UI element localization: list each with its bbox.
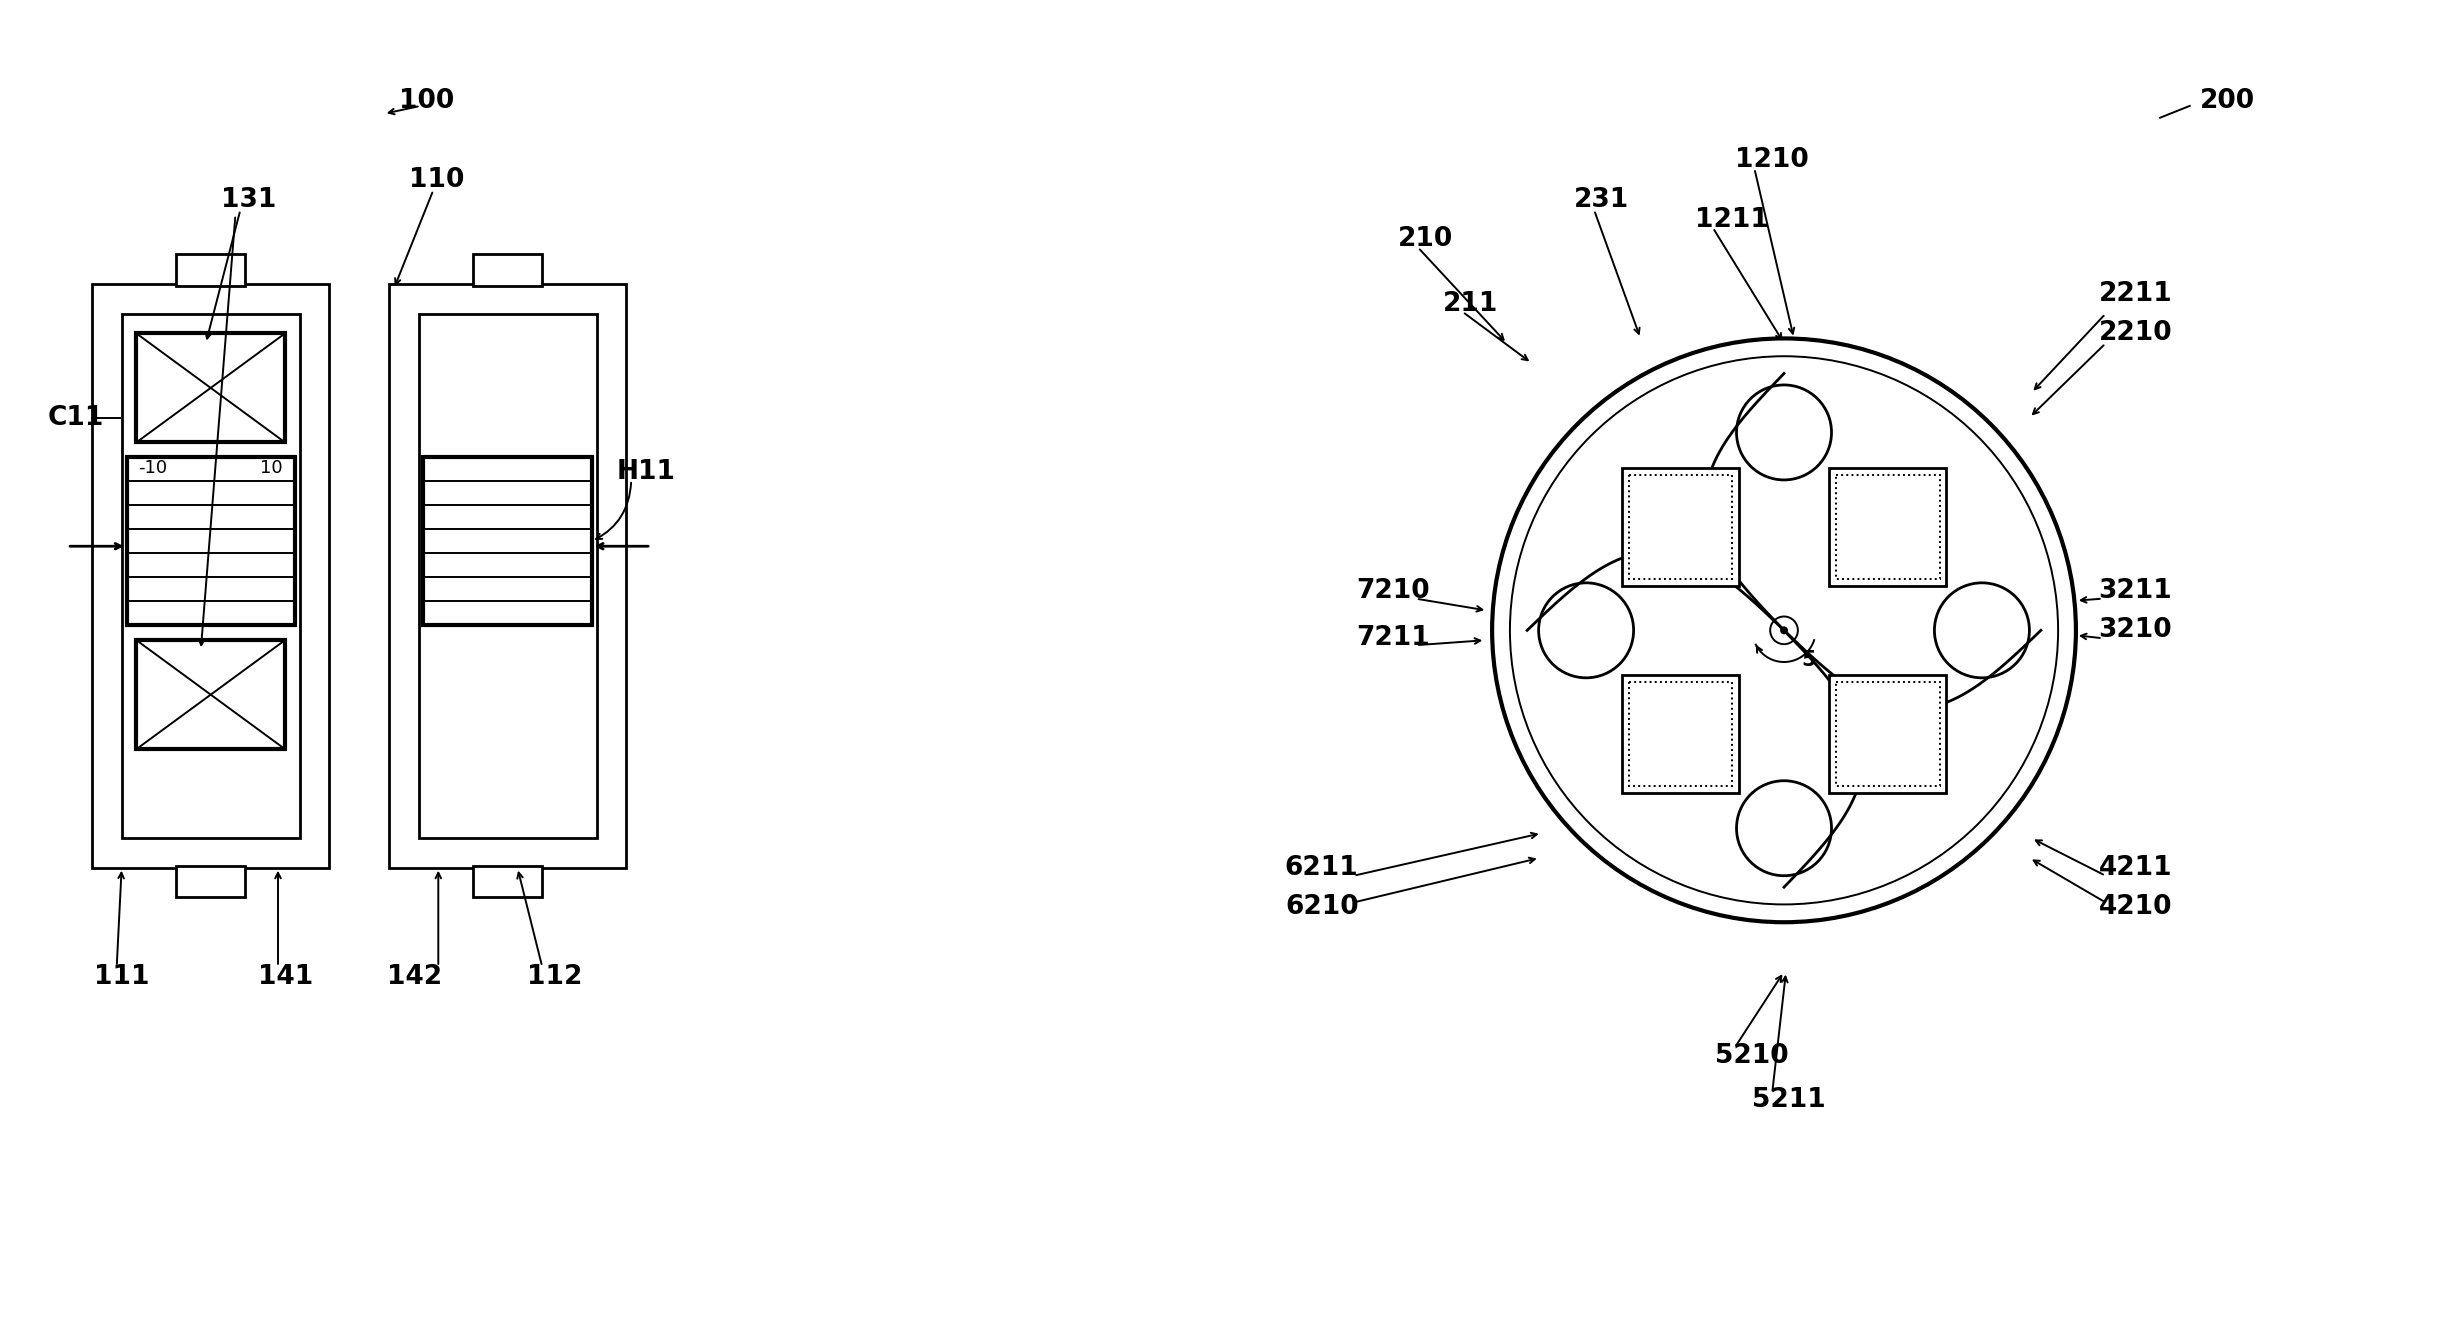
Text: 3210: 3210 xyxy=(2098,618,2172,643)
Bar xyxy=(1835,475,1940,578)
Text: 4210: 4210 xyxy=(2098,894,2172,921)
Text: 2211: 2211 xyxy=(2098,280,2172,307)
Bar xyxy=(137,333,285,442)
Bar xyxy=(1627,475,1732,578)
Bar xyxy=(176,254,246,286)
Text: 110: 110 xyxy=(407,167,464,193)
Text: 6210: 6210 xyxy=(1286,894,1359,921)
Text: 100: 100 xyxy=(398,87,454,114)
Text: 5: 5 xyxy=(1801,650,1815,669)
Text: 141: 141 xyxy=(259,963,312,990)
Bar xyxy=(93,284,329,868)
Bar xyxy=(1623,675,1740,792)
Text: 112: 112 xyxy=(527,963,583,990)
Text: 3211: 3211 xyxy=(2098,578,2172,603)
Bar xyxy=(473,865,542,897)
Bar xyxy=(122,314,300,839)
Text: C11: C11 xyxy=(46,405,105,430)
Bar xyxy=(127,458,295,626)
Bar xyxy=(1623,468,1740,586)
Text: 142: 142 xyxy=(388,963,442,990)
Bar xyxy=(1828,675,1947,792)
Text: 1211: 1211 xyxy=(1696,206,1769,233)
Text: 5210: 5210 xyxy=(1715,1043,1789,1069)
Text: -10: -10 xyxy=(139,459,168,478)
Text: 7211: 7211 xyxy=(1357,626,1430,651)
Bar xyxy=(473,254,542,286)
Text: 2210: 2210 xyxy=(2098,320,2172,347)
Text: 131: 131 xyxy=(220,187,276,213)
Bar xyxy=(137,640,285,749)
Bar xyxy=(176,865,246,897)
Text: 111: 111 xyxy=(95,963,149,990)
Text: 211: 211 xyxy=(1442,291,1498,316)
Text: 10: 10 xyxy=(261,459,283,478)
Bar xyxy=(388,284,627,868)
Text: 231: 231 xyxy=(1574,187,1630,213)
Bar xyxy=(1828,468,1947,586)
Bar xyxy=(420,314,598,839)
Bar xyxy=(1627,681,1732,786)
Text: 210: 210 xyxy=(1398,226,1454,253)
Bar xyxy=(425,458,590,626)
Text: 200: 200 xyxy=(2198,87,2255,114)
Text: 7210: 7210 xyxy=(1357,578,1430,603)
Bar xyxy=(1835,681,1940,786)
Text: H11: H11 xyxy=(617,459,676,486)
Text: 1210: 1210 xyxy=(1735,147,1808,173)
Text: 6211: 6211 xyxy=(1286,855,1359,881)
Text: 5211: 5211 xyxy=(1752,1088,1825,1114)
Circle shape xyxy=(1781,626,1789,634)
Text: 4211: 4211 xyxy=(2098,855,2172,881)
